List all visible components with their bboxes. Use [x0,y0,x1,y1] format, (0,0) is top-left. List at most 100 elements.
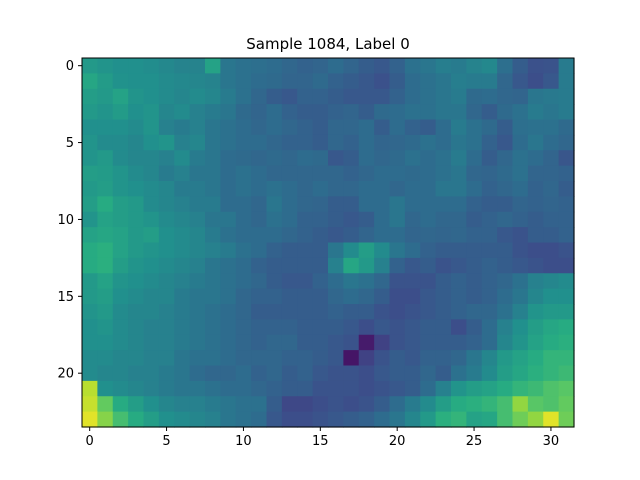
heatmap-cell [451,304,467,320]
heatmap-cell [128,211,145,228]
heatmap-cell [112,165,129,182]
heatmap-cell [328,288,344,305]
heatmap-cell [82,242,98,259]
heatmap-cell [174,288,191,305]
heatmap-cell [297,150,314,167]
heatmap-cell [358,134,375,151]
heatmap-cell [297,242,314,259]
heatmap-cell [328,242,344,259]
heatmap-cell [281,242,298,259]
heatmap-cell [220,380,237,397]
heatmap-cell [435,58,452,74]
heatmap-cell [404,134,421,151]
heatmap-cell [451,257,467,274]
heatmap-cell [235,227,252,244]
heatmap-cell [235,58,252,74]
heatmap-cell [128,134,145,151]
heatmap-cell [420,396,437,413]
heatmap-cell [389,227,406,244]
heatmap-cell [497,365,514,382]
y-tick-label: 20 [57,367,74,382]
heatmap-cell [266,334,283,351]
heatmap-cell [328,304,344,320]
heatmap-cell [512,273,529,290]
heatmap-cell [435,319,452,336]
heatmap-cell [343,319,360,336]
heatmap-cell [266,150,283,167]
heatmap-cell [220,365,237,382]
heatmap-cell [143,227,160,244]
heatmap-cell [205,181,221,197]
heatmap-cell [374,227,391,244]
heatmap-cell [497,227,514,244]
heatmap-cell [189,211,206,228]
heatmap-cell [128,181,145,197]
heatmap-cell [220,319,237,336]
heatmap-cell [205,365,221,382]
heatmap-cell [251,350,268,367]
heatmap-cell [128,150,145,167]
heatmap-cell [312,334,329,351]
heatmap-cell [435,380,452,397]
heatmap-cell [312,288,329,305]
heatmap-cell [97,181,114,197]
heatmap-cell [128,319,145,336]
heatmap-cell [312,350,329,367]
heatmap-cell [143,365,160,382]
heatmap-cell [189,227,206,244]
heatmap-cell [420,165,437,182]
heatmap-cell [235,396,252,413]
heatmap-cell [451,88,467,105]
heatmap-cell [451,396,467,413]
heatmap-cell [266,73,283,90]
heatmap-cell [251,411,268,428]
heatmap-cell [374,104,391,121]
heatmap-cell [158,58,175,74]
heatmap-cell [435,119,452,136]
heatmap-cell [235,88,252,105]
heatmap-cell [251,334,268,351]
heatmap-cell [389,88,406,105]
heatmap-cell [235,196,252,213]
heatmap-cell [343,350,360,367]
heatmap-cell [558,365,575,382]
heatmap-cell [97,134,114,151]
heatmap-cell [512,211,529,228]
heatmap-cell [297,319,314,336]
heatmap-cell [374,88,391,105]
heatmap-cell [82,211,98,228]
heatmap-cell [205,273,221,290]
heatmap-cell [389,273,406,290]
heatmap-cell [82,257,98,274]
heatmap-cell [297,104,314,121]
heatmap-cell [158,396,175,413]
heatmap-cell [481,273,498,290]
heatmap-cell [82,88,98,105]
x-tick-label: 15 [312,434,329,449]
heatmap-cell [328,227,344,244]
heatmap-cell [220,350,237,367]
heatmap-cell [512,119,529,136]
heatmap-cell [543,134,560,151]
heatmap-cell [143,350,160,367]
heatmap-cell [558,181,575,197]
heatmap-cell [435,134,452,151]
heatmap-cell [281,365,298,382]
heatmap-cell [174,257,191,274]
heatmap-cell [404,380,421,397]
heatmap-cell [128,350,145,367]
heatmap-cell [343,181,360,197]
heatmap-cell [343,119,360,136]
heatmap-cell [512,334,529,351]
heatmap-cell [527,165,544,182]
heatmap-cell [543,350,560,367]
heatmap-cell [281,380,298,397]
heatmap-cell [420,150,437,167]
heatmap-cell [543,181,560,197]
heatmap-cell [466,242,483,259]
heatmap-cell [266,350,283,367]
heatmap-cell [143,288,160,305]
heatmap-cell [512,134,529,151]
heatmap-cell [128,257,145,274]
heatmap-cell [158,350,175,367]
